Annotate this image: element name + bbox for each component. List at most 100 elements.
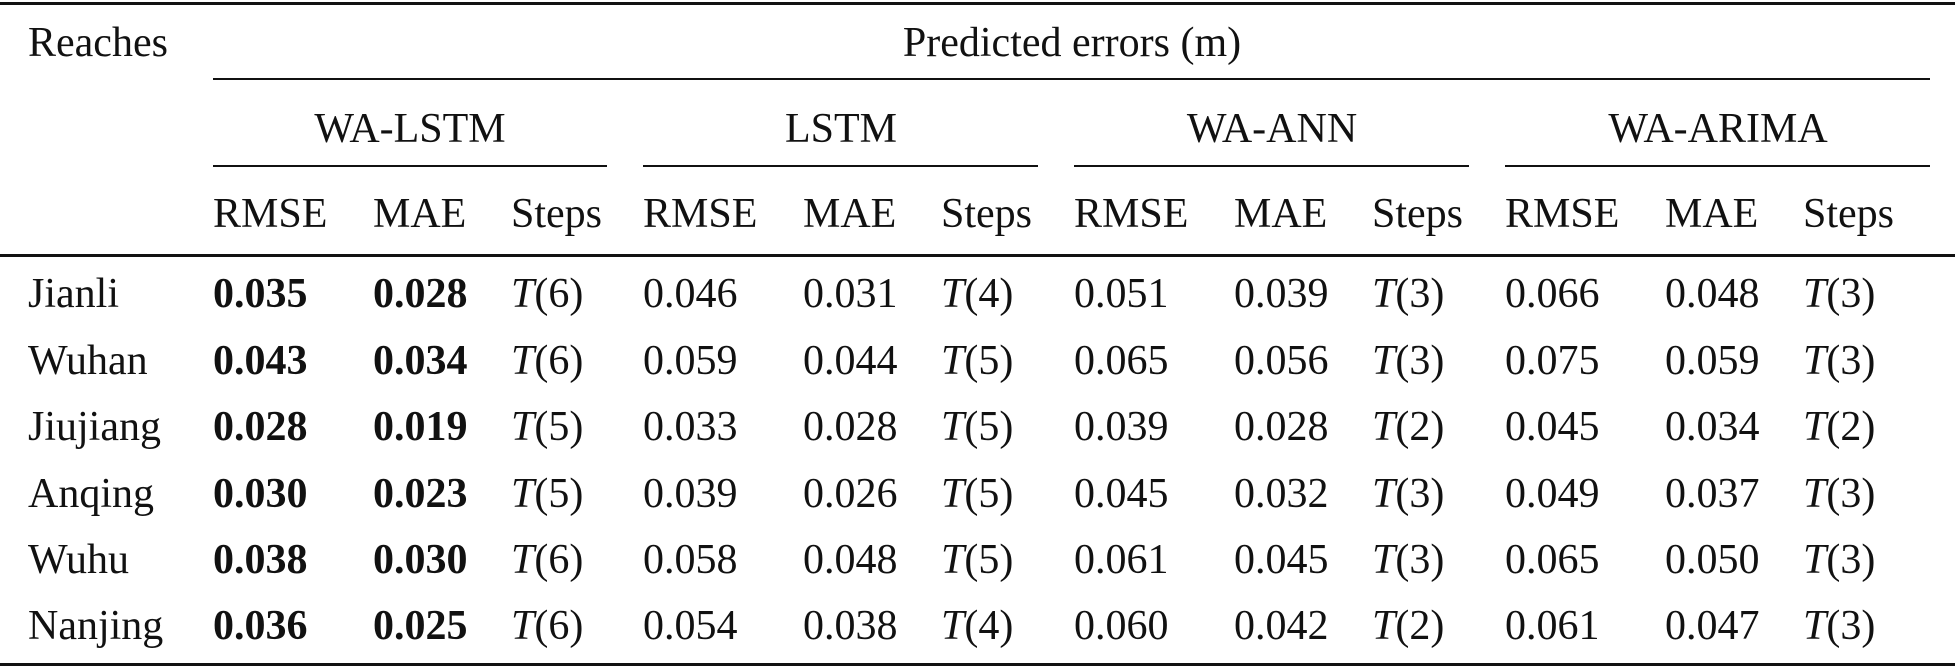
step-close-paren: ) (1861, 338, 1876, 384)
steps-cell: T(6) (511, 340, 583, 382)
step-symbol: T (941, 471, 965, 517)
step-open-paren: ( (534, 471, 549, 517)
steps-cell: T(3) (1803, 273, 1875, 315)
step-close-paren: ) (569, 471, 584, 517)
step-count: 3 (1840, 271, 1862, 317)
steps-cell: T(6) (511, 605, 583, 647)
step-close-paren: ) (999, 537, 1014, 583)
mae-cell: 0.039 (1234, 271, 1329, 317)
step-symbol: T (511, 471, 535, 517)
step-open-paren: ( (1395, 537, 1410, 583)
step-open-paren: ( (1395, 603, 1410, 649)
step-close-paren: ) (999, 603, 1014, 649)
rmse-cell: 0.065 (1074, 338, 1169, 384)
step-open-paren: ( (1395, 404, 1410, 450)
step-count: 6 (548, 271, 570, 317)
step-count: 3 (1409, 471, 1431, 517)
step-symbol: T (1803, 271, 1827, 317)
step-open-paren: ( (1395, 338, 1410, 384)
steps-cell: T(2) (1803, 406, 1875, 448)
step-symbol: T (1803, 471, 1827, 517)
model-header-lstm: LSTM (784, 106, 898, 152)
steps-cell: T(5) (941, 340, 1013, 382)
step-close-paren: ) (1430, 338, 1445, 384)
step-open-paren: ( (534, 537, 549, 583)
rmse-cell: 0.059 (643, 338, 738, 384)
step-open-paren: ( (1826, 537, 1841, 583)
metric-header-rmse: RMSE (1505, 191, 1620, 237)
mae-cell: 0.047 (1665, 603, 1760, 649)
mae-cell: 0.031 (803, 271, 898, 317)
step-symbol: T (1803, 338, 1827, 384)
rmse-cell: 0.035 (213, 271, 308, 317)
step-open-paren: ( (1826, 338, 1841, 384)
metric-header-steps: Steps (1803, 191, 1895, 237)
step-count: 3 (1840, 537, 1862, 583)
step-symbol: T (1803, 603, 1827, 649)
step-close-paren: ) (569, 338, 584, 384)
steps-cell: T(5) (511, 406, 583, 448)
steps-cell: T(3) (1372, 473, 1444, 515)
steps-cell: T(3) (1803, 340, 1875, 382)
metric-header-rmse: RMSE (643, 191, 758, 237)
rmse-cell: 0.030 (213, 471, 308, 517)
step-open-paren: ( (964, 338, 979, 384)
steps-cell: T(3) (1372, 273, 1444, 315)
step-close-paren: ) (1861, 537, 1876, 583)
header-bottom-rule (0, 254, 1955, 257)
steps-cell: T(3) (1803, 605, 1875, 647)
step-open-paren: ( (534, 404, 549, 450)
step-open-paren: ( (534, 338, 549, 384)
step-close-paren: ) (569, 271, 584, 317)
step-close-paren: ) (999, 471, 1014, 517)
steps-cell: T(5) (941, 539, 1013, 581)
step-count: 4 (978, 603, 1000, 649)
mae-cell: 0.045 (1234, 537, 1329, 583)
rmse-cell: 0.033 (643, 404, 738, 450)
step-close-paren: ) (1430, 603, 1445, 649)
step-symbol: T (941, 404, 965, 450)
step-count: 3 (1409, 338, 1431, 384)
rmse-cell: 0.039 (643, 471, 738, 517)
step-open-paren: ( (1395, 271, 1410, 317)
metric-header-mae: MAE (1665, 191, 1759, 237)
group-header: Predicted errors (m) (902, 20, 1242, 66)
step-count: 2 (1840, 404, 1862, 450)
step-close-paren: ) (1430, 404, 1445, 450)
step-close-paren: ) (999, 271, 1014, 317)
mae-cell: 0.028 (373, 271, 468, 317)
metric-header-rmse: RMSE (213, 191, 328, 237)
step-open-paren: ( (964, 537, 979, 583)
model-header-wa-ann: WA-ANN (1186, 106, 1358, 152)
mae-cell: 0.028 (1234, 404, 1329, 450)
steps-cell: T(5) (941, 406, 1013, 448)
mae-cell: 0.038 (803, 603, 898, 649)
metric-header-steps: Steps (511, 191, 603, 237)
rmse-cell: 0.051 (1074, 271, 1169, 317)
mae-cell: 0.034 (373, 338, 468, 384)
step-symbol: T (1372, 603, 1396, 649)
model-header-wa-arima: WA-ARIMA (1608, 106, 1828, 152)
step-count: 5 (548, 471, 570, 517)
reach-label: Jianli (28, 271, 119, 317)
step-symbol: T (1372, 404, 1396, 450)
step-close-paren: ) (569, 603, 584, 649)
mae-cell: 0.056 (1234, 338, 1329, 384)
step-symbol: T (941, 537, 965, 583)
rmse-cell: 0.049 (1505, 471, 1600, 517)
step-open-paren: ( (1826, 271, 1841, 317)
step-count: 3 (1409, 537, 1431, 583)
steps-cell: T(5) (511, 473, 583, 515)
step-open-paren: ( (1395, 471, 1410, 517)
mae-cell: 0.050 (1665, 537, 1760, 583)
steps-cell: T(3) (1803, 473, 1875, 515)
step-open-paren: ( (534, 603, 549, 649)
steps-cell: T(2) (1372, 605, 1444, 647)
step-symbol: T (1803, 404, 1827, 450)
step-symbol: T (941, 338, 965, 384)
rmse-cell: 0.066 (1505, 271, 1600, 317)
mae-cell: 0.028 (803, 404, 898, 450)
rmse-cell: 0.043 (213, 338, 308, 384)
mae-cell: 0.026 (803, 471, 898, 517)
steps-cell: T(4) (941, 605, 1013, 647)
